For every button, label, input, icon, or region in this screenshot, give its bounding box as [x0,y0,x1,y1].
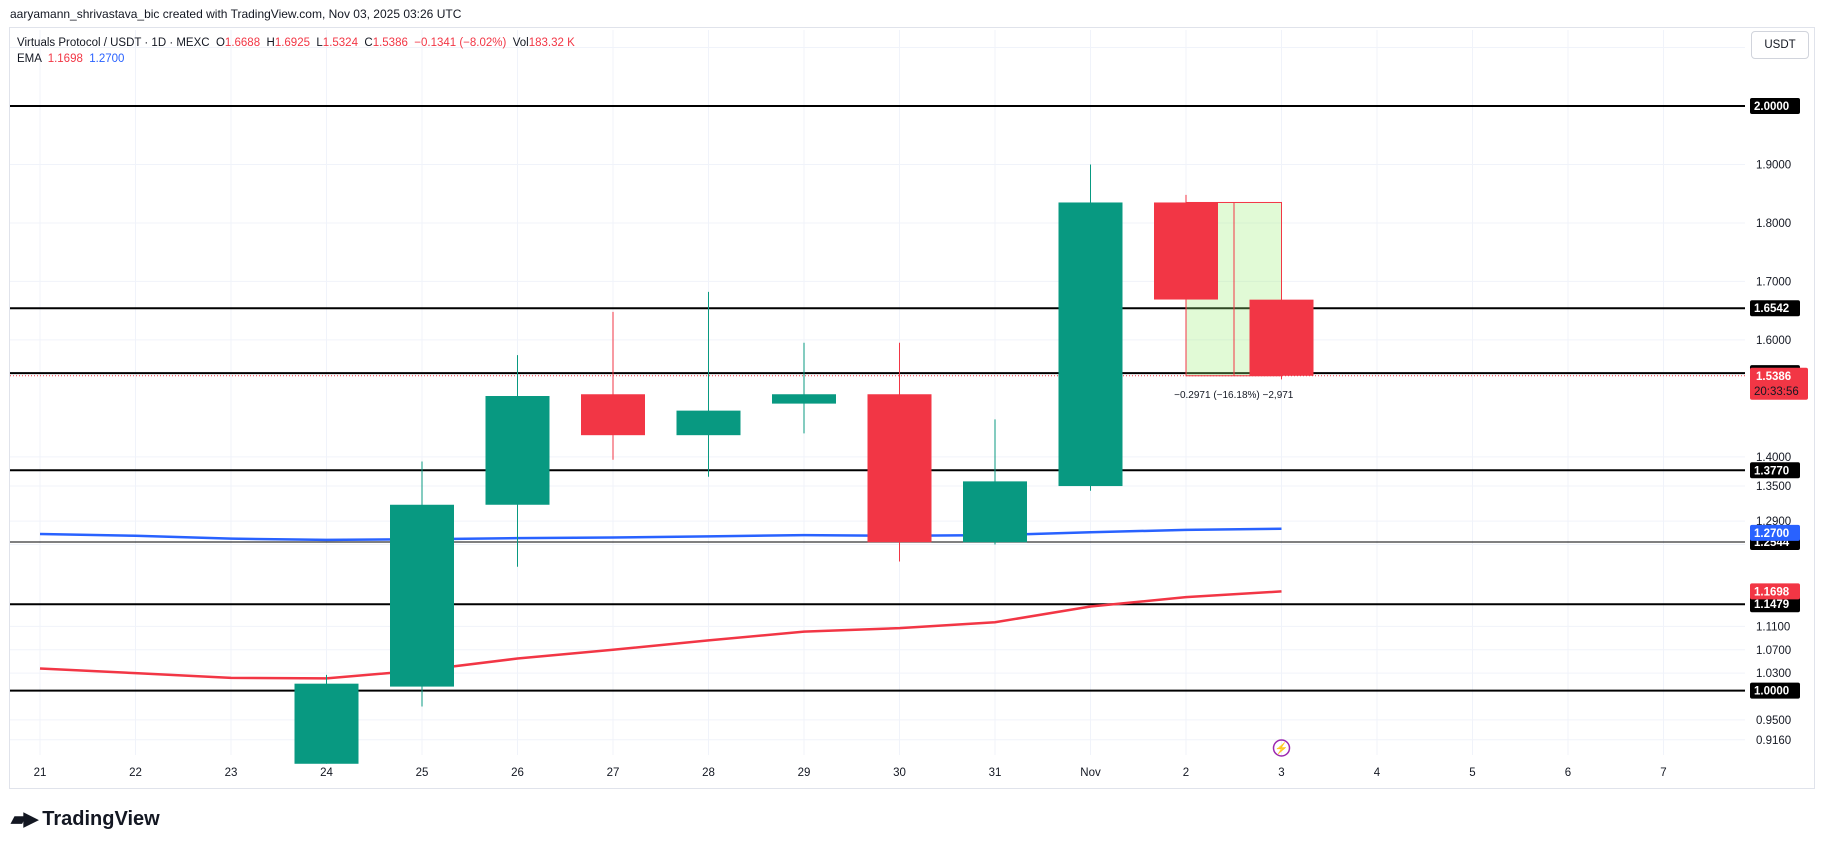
legend-close: 1.5386 [372,37,408,49]
legend-low-label: L [316,37,323,49]
legend-volume: 183.32 K [528,37,575,49]
x-tick-label: 24 [320,767,333,779]
chart-frame [9,27,1815,789]
measure-label: −0.2971 (−16.18%) −2,971 [1174,390,1294,401]
candle-body [963,481,1027,543]
x-tick-label: 23 [225,767,238,779]
level-price-tag: 1.1479 [1754,599,1789,611]
y-tick-label: 1.4000 [1756,452,1791,464]
legend-ema-slow: 1.1698 [47,53,83,65]
x-tick-label: 25 [416,767,429,779]
legend-ohlc-row: Virtuals Protocol / USDT · 1D · MEXC O1.… [17,35,575,51]
legend-high-label: H [266,37,275,49]
x-tick-label: 2 [1183,767,1189,779]
last-price-tag: 1.5386 [1756,371,1791,383]
y-tick-label: 0.9160 [1756,735,1791,747]
y-tick-label: 1.7000 [1756,276,1791,288]
candle-body [676,410,741,436]
candle-body [867,394,932,543]
ema-price-tag: 1.2700 [1754,528,1789,540]
ema-price-tag-bg [1750,524,1800,541]
y-tick-label: 1.3500 [1756,481,1791,493]
y-tick-label: 1.9000 [1756,159,1791,171]
ema-fast-line [39,527,1282,542]
level-price-tag-bg [1750,462,1800,479]
legend-symbol[interactable]: Virtuals Protocol / USDT · 1D · MEXC [17,37,210,49]
legend-low: 1.5324 [322,37,358,49]
level-price-tag: 1.6542 [1754,303,1789,315]
legend-ema-label: EMA [17,53,42,65]
legend-ema-row[interactable]: EMA 1.1698 1.2700 [17,51,575,67]
candle-body [1154,202,1218,300]
level-price-tag-bg [1750,98,1800,115]
chart-caption: aaryamann_shrivastava_bic created with T… [10,7,462,21]
y-tick-label: 1.0300 [1756,668,1791,680]
x-tick-label: 28 [702,767,715,779]
chart-legend: Virtuals Protocol / USDT · 1D · MEXC O1.… [17,35,575,67]
candle-body [390,504,454,687]
x-tick-label: 4 [1374,767,1381,779]
legend-ema-fast: 1.2700 [89,53,125,65]
x-tick-label: 27 [607,767,620,779]
x-tick-label: 26 [511,767,524,779]
tradingview-logo-text: TradingView [42,808,160,830]
legend-change: −0.1341 (−8.02%) [414,37,507,49]
level-price-tag-bg [1750,300,1800,317]
x-tick-label: 6 [1565,767,1571,779]
x-tick-label: 30 [893,767,906,779]
legend-close-label: C [364,37,373,49]
level-price-tag: 2.0000 [1754,101,1789,113]
y-tick-label: 1.0700 [1756,645,1791,657]
candle-body [1249,299,1314,376]
legend-open-label: O [215,37,225,49]
x-tick-label: 3 [1278,767,1284,779]
candle-body [1058,202,1123,487]
candle-body [485,396,550,505]
currency-selector[interactable]: USDT [1751,31,1809,59]
candle-body [581,394,645,436]
ema-price-tag-bg [1750,583,1800,600]
level-price-tag: 1.0000 [1754,686,1789,698]
y-tick-label: 0.9500 [1756,715,1791,727]
y-tick-label: 1.6000 [1756,335,1791,347]
x-tick-label: Nov [1080,767,1101,779]
lightning-icon: ⚡ [1275,742,1289,755]
x-tick-label: 21 [34,767,47,779]
x-tick-label: 5 [1469,767,1475,779]
x-tick-label: 7 [1660,767,1666,779]
ema-slow-line [39,590,1282,680]
legend-vol-label: Vol [512,37,529,49]
level-price-tag-bg [1750,682,1800,699]
ema-price-tag: 1.1698 [1754,586,1790,598]
x-tick-label: 22 [129,767,142,779]
countdown-timer: 20:33:56 [1754,386,1799,398]
candle-body [294,683,359,764]
price-chart[interactable]: −0.2971 (−16.18%) −2,971⚡21 22 23 24 25 26 27 2… [0,0,1825,800]
last-price-tag-bg [1750,367,1808,400]
level-price-tag-bg [1750,596,1800,613]
candle-body [772,394,836,404]
legend-open: 1.6688 [224,37,261,49]
x-tick-label: 29 [798,767,811,779]
y-tick-label: 1.1100 [1756,621,1790,633]
tradingview-logo[interactable]: ▰▶ TradingView [11,808,160,831]
event-icon [1272,739,1291,757]
x-tick-label: 31 [989,767,1002,779]
y-tick-label: 1.8000 [1756,218,1791,230]
legend-high: 1.6925 [274,37,310,49]
level-price-tag: 1.3770 [1754,465,1789,477]
tradingview-logo-icon: ▰▶ [11,809,38,830]
